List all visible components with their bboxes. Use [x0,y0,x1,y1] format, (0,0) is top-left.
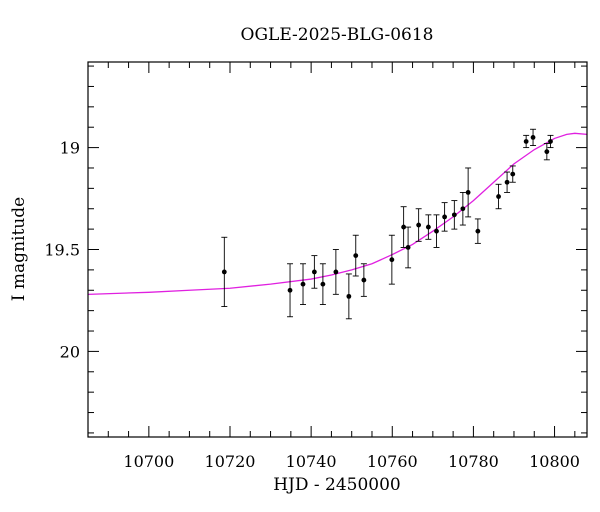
y-tick-label: 20 [60,342,80,361]
data-point-group [509,165,516,183]
data-point-group [332,249,339,295]
data-point-group [530,128,537,147]
data-point [320,281,326,287]
data-point-group [495,183,502,210]
data-point [361,277,367,283]
data-point-group [405,226,412,269]
x-tick-label: 10800 [529,452,580,471]
data-point-group [504,171,511,193]
x-tick-label: 10740 [286,452,337,471]
data-point-group [311,255,318,289]
data-point-group [547,134,554,149]
data-point-group [543,143,550,161]
data-point [548,139,553,144]
data-point [287,287,293,293]
x-tick-label: 10720 [205,452,256,471]
data-point [425,224,431,230]
data-point-group [523,134,530,149]
data-point [416,222,422,228]
data-point [434,228,439,234]
x-tick-label: 10780 [448,452,499,471]
x-tick-label: 10700 [123,452,174,471]
axes-layer: 10700 10720 10740 10760 10780 10800 19 19.5 20 [44,61,588,471]
data-point-group [433,214,440,248]
data-point-group [345,273,352,320]
data-point-group [287,263,294,318]
data-point [346,293,352,299]
data-point [389,257,395,263]
model-curve-layer [87,132,588,295]
data-point [405,245,411,250]
data-point-group [360,263,367,297]
y-axis-label: I magnitude [9,197,29,301]
data-point-group [400,206,407,248]
data-point [353,253,359,259]
y-tick-label: 19.5 [44,241,80,260]
data-point-group [352,234,359,277]
data-point-group [459,191,466,226]
data-point [460,206,466,212]
data-point-group [465,167,472,218]
data-point [300,281,306,287]
y-tick-label: 19 [60,139,80,158]
data-point [311,269,317,275]
data-point-group [441,202,448,232]
data-point [401,224,407,230]
data-point [442,214,448,220]
data-point [530,135,536,140]
data-point [544,149,550,155]
data-point [475,228,481,234]
data-point [510,171,516,177]
data-point-group [451,200,458,230]
x-axis-label: HJD - 2450000 [273,475,401,495]
data-point [221,269,227,275]
chart-title: OGLE-2025-BLG-0618 [241,25,434,45]
data-point-group [319,263,326,305]
data-point-group [425,214,432,240]
data-point-group [300,263,307,305]
data-point [333,269,339,275]
data-points-layer [221,128,554,320]
x-tick-label: 10760 [367,452,418,471]
data-point [451,212,457,218]
data-point-group [415,208,422,242]
data-point [523,139,529,144]
data-point [496,194,501,199]
data-point-group [474,218,481,244]
data-point-group [388,234,395,285]
model-curve [87,132,588,295]
data-point-group [221,236,228,308]
data-point [465,190,471,195]
data-point [504,179,510,185]
